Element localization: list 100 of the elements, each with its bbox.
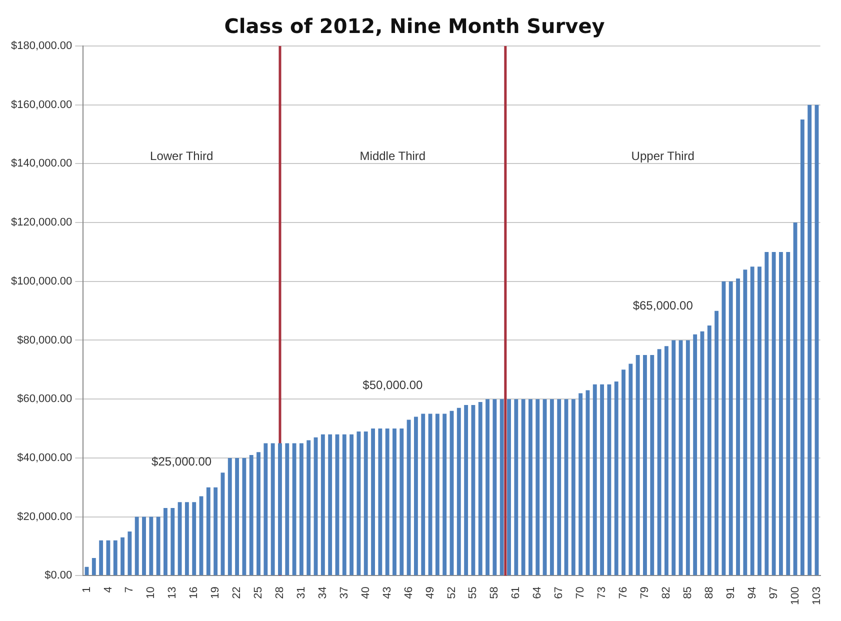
bar [149, 516, 154, 576]
bar [736, 278, 740, 576]
bar [414, 416, 418, 576]
x-tick-label: 49 [424, 586, 436, 599]
bar [356, 431, 361, 576]
y-tick-label: $180,000.00 [11, 40, 72, 52]
x-tick-label: 103 [810, 586, 823, 606]
x-tick-label: 79 [639, 586, 652, 599]
x-tick-label: 46 [402, 586, 415, 599]
bar [128, 532, 132, 576]
x-tick-label: 10 [145, 586, 158, 599]
x-tick-label: 70 [574, 586, 587, 599]
bar [292, 443, 296, 576]
bar [772, 252, 776, 576]
x-tick-label: 16 [188, 586, 200, 599]
bar [521, 399, 526, 576]
bar [657, 349, 662, 576]
bar [786, 252, 790, 576]
bar [643, 354, 647, 576]
bar [170, 508, 175, 576]
chart-title: Class of 2012, Nine Month Survey [224, 14, 605, 38]
bar [507, 399, 511, 576]
bar [607, 384, 612, 576]
bar [600, 384, 604, 576]
y-tick-label: $100,000.00 [11, 275, 72, 288]
bar [364, 431, 368, 576]
bar [350, 434, 354, 576]
bar [550, 399, 554, 576]
bar [328, 434, 332, 576]
annotation: $50,000.00 [362, 378, 424, 392]
bar [342, 434, 346, 576]
bar [406, 420, 411, 576]
bar [500, 399, 504, 576]
x-tick-label: 100 [789, 586, 802, 606]
bar [758, 266, 762, 576]
bar [557, 399, 562, 576]
x-tick-label: 13 [166, 586, 179, 599]
bar [707, 326, 712, 576]
bar [693, 334, 698, 576]
bar [371, 428, 375, 576]
bar [650, 354, 654, 576]
bar [214, 487, 218, 576]
bar [686, 340, 690, 576]
bar [235, 458, 240, 576]
bar [571, 399, 576, 576]
bar [764, 252, 769, 576]
bar [249, 455, 254, 576]
x-tick-label: 76 [618, 586, 630, 599]
bar [478, 402, 482, 576]
x-tick-label: 67 [553, 586, 566, 599]
bar [542, 399, 547, 576]
annotation: Upper Third [631, 148, 694, 163]
bar [192, 502, 196, 576]
bar [264, 443, 268, 576]
bar [456, 408, 461, 576]
x-tick-label: 97 [768, 586, 780, 599]
bar [256, 452, 260, 576]
bar [385, 428, 390, 576]
x-tick-label: 31 [295, 586, 308, 599]
x-tick-label: 19 [210, 586, 222, 599]
x-tick-label: 7 [124, 586, 136, 593]
bar [750, 266, 754, 576]
x-tick-label: 82 [660, 586, 672, 599]
y-tick-label: $160,000.00 [11, 98, 72, 111]
y-tick-label: $120,000.00 [11, 216, 72, 229]
x-tick-label: 61 [510, 586, 522, 599]
bar [306, 440, 311, 576]
bar [672, 340, 676, 576]
bar [714, 310, 719, 576]
bar [592, 384, 597, 576]
y-tick-label: $40,000.00 [17, 452, 72, 464]
bar [728, 281, 733, 576]
x-tick-label: 64 [532, 586, 544, 599]
bar [120, 537, 124, 576]
bar [421, 414, 426, 576]
x-tick-label: 34 [316, 586, 329, 599]
x-tick-label: 4 [102, 586, 114, 593]
bar [800, 120, 804, 576]
y-tick-label: $60,000.00 [17, 393, 72, 406]
x-tick-label: 28 [274, 586, 286, 599]
x-tick-label: 55 [467, 586, 480, 599]
bar [299, 443, 304, 576]
bar [400, 428, 404, 576]
bar [178, 502, 182, 576]
x-tick-label: 94 [746, 586, 758, 599]
x-tick-label: 37 [338, 586, 350, 599]
x-tick-label: 73 [596, 586, 608, 599]
y-tick-label: $140,000.00 [11, 158, 72, 170]
bar [270, 443, 275, 576]
bar [743, 270, 748, 576]
bar [320, 434, 325, 576]
bar [536, 399, 540, 576]
x-tick-label: 25 [252, 586, 265, 599]
bar [622, 370, 626, 576]
x-tick-label: 91 [724, 586, 737, 599]
y-tick-label: $20,000.00 [17, 510, 72, 523]
x-tick-label: 22 [231, 586, 244, 599]
y-tick-label: $80,000.00 [17, 334, 72, 346]
bar [808, 104, 812, 576]
bar [228, 458, 232, 576]
